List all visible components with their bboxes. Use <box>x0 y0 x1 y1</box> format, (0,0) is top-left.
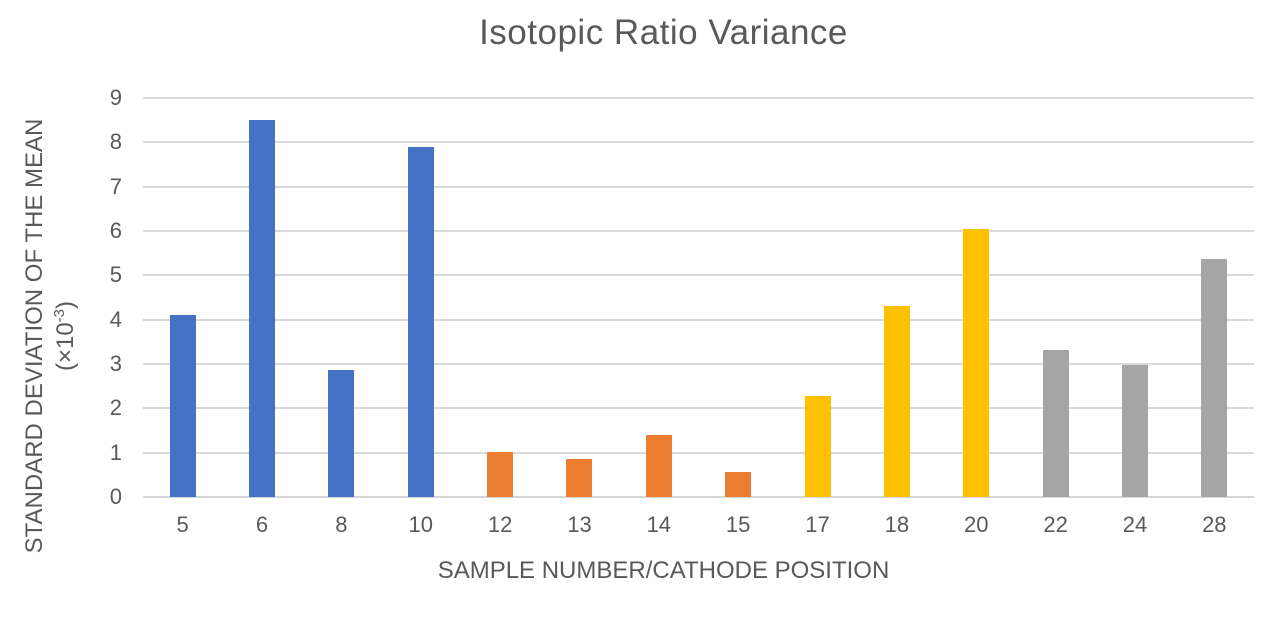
y-tick-label: 4 <box>109 306 122 332</box>
x-tick-label: 10 <box>408 512 433 537</box>
y-gridline <box>143 407 1254 410</box>
x-tick-label: 5 <box>176 512 189 537</box>
y-gridline <box>143 185 1254 188</box>
x-tick-label: 6 <box>255 512 269 537</box>
y-gridline <box>143 363 1254 365</box>
y-gridline <box>143 141 1254 144</box>
x-tick-label: 24 <box>1122 512 1148 537</box>
y-tick-label: 9 <box>109 85 122 110</box>
y-gridline <box>143 230 1254 232</box>
bar-8 <box>328 370 355 497</box>
bar-17 <box>804 395 831 497</box>
y-gridline <box>143 318 1254 321</box>
bar-14 <box>645 435 672 497</box>
bar-22 <box>1042 350 1069 497</box>
x-tick-label: 8 <box>335 512 348 537</box>
y-gridline <box>143 97 1254 99</box>
bar-15 <box>725 471 752 497</box>
x-tick-label: 14 <box>646 512 672 537</box>
bar-20 <box>963 228 990 497</box>
x-tick-label: 18 <box>884 512 910 537</box>
x-tick-label: 28 <box>1202 512 1227 537</box>
bar-5 <box>169 314 196 497</box>
y-tick-label: 8 <box>109 129 122 155</box>
x-axis-line <box>143 496 1254 498</box>
chart-title: Isotopic Ratio Variance <box>479 13 848 52</box>
y-tick-label: 6 <box>109 218 122 243</box>
x-tick-label: 20 <box>964 512 989 537</box>
x-tick-label: 22 <box>1043 512 1068 537</box>
x-tick-label: 17 <box>805 512 830 537</box>
bar-12 <box>487 452 514 497</box>
bar-28 <box>1201 259 1228 497</box>
y-gridline <box>143 451 1254 454</box>
y-tick-label: 3 <box>109 351 122 376</box>
x-axis-title: SAMPLE NUMBER/CATHODE POSITION <box>437 557 890 584</box>
x-tick-label: 13 <box>567 512 592 537</box>
y-tick-label: 0 <box>109 484 122 509</box>
y-gridline <box>143 274 1254 277</box>
y-tick-label: 2 <box>109 395 122 421</box>
y-tick-label: 5 <box>109 262 122 288</box>
bar-13 <box>566 458 593 497</box>
x-tick-label: 12 <box>487 512 513 537</box>
y-tick-label: 7 <box>109 173 122 199</box>
bar-6 <box>249 120 276 497</box>
plot-area <box>143 97 1254 498</box>
y-tick-label: 1 <box>109 439 122 465</box>
bar-18 <box>883 306 910 497</box>
bar-10 <box>407 146 434 497</box>
x-tick-label: 15 <box>725 512 751 537</box>
bar-24 <box>1121 364 1148 497</box>
